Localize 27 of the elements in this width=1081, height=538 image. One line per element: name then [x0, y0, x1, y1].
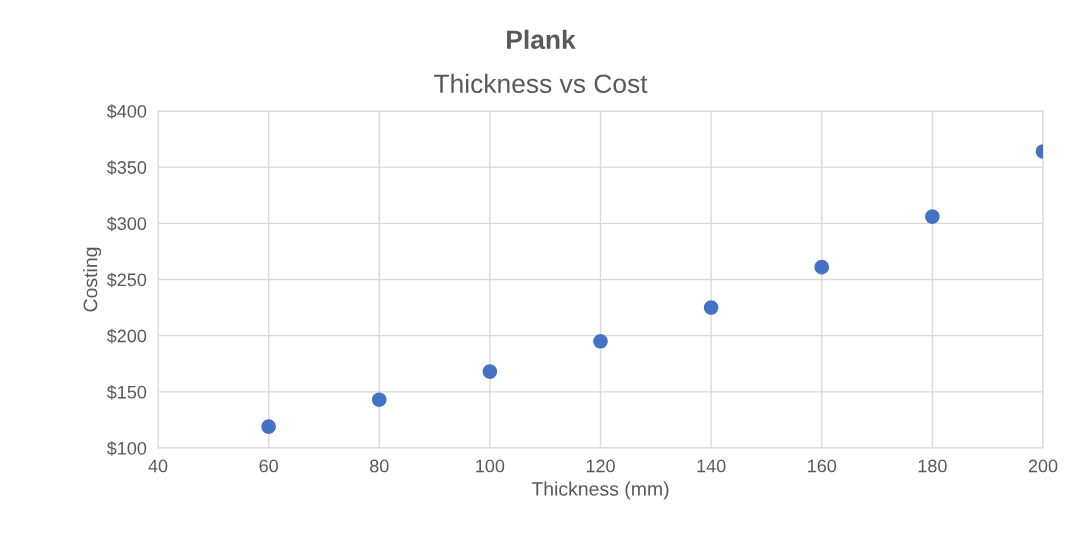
- point: [261, 419, 276, 434]
- y-tick-label: $250: [106, 272, 147, 288]
- x-axis-title: Thickness (mm): [531, 481, 669, 500]
- point: [482, 364, 498, 379]
- x-tick-label: 40: [148, 459, 168, 473]
- x-tick-label: 140: [697, 459, 726, 473]
- point: [814, 259, 830, 275]
- point: [593, 334, 608, 349]
- x-tick-label: 180: [918, 459, 947, 473]
- y-tick-label: $300: [106, 216, 147, 232]
- y-tick-label: $350: [106, 160, 147, 175]
- x-tick-label: 80: [369, 459, 389, 473]
- x-tick-label: 200: [1028, 459, 1058, 473]
- y-tick-label: $400: [106, 104, 147, 119]
- y-tick-label: $150: [106, 385, 147, 400]
- x-tick-label: 60: [259, 459, 278, 473]
- point: [371, 392, 387, 407]
- x-tick-label: 100: [476, 459, 505, 473]
- y-tick-label: $200: [106, 328, 147, 344]
- x-tick-label: 160: [808, 459, 837, 473]
- chart-subtitle: Thickness vs Cost: [434, 73, 648, 94]
- y-tick-label: $100: [106, 441, 147, 456]
- x-tick-label: 120: [586, 459, 615, 473]
- point: [703, 300, 719, 315]
- chart-title: Plank: [507, 29, 576, 50]
- point: [925, 209, 940, 224]
- y-axis-title: Costing: [83, 247, 102, 312]
